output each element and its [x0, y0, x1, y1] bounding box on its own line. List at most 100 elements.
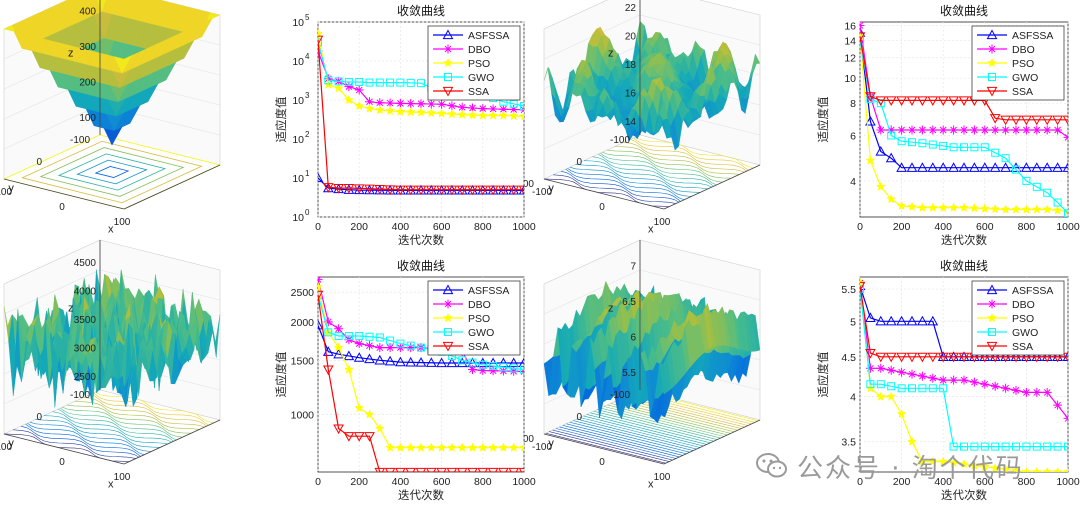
marker-star — [365, 97, 374, 107]
contour-line — [13, 429, 136, 459]
marker-pentagram — [508, 110, 519, 121]
marker-down-triangle — [395, 467, 406, 472]
marker-down-triangle — [948, 96, 959, 106]
z-tick-label: 2500 — [74, 372, 97, 383]
marker-square — [444, 328, 452, 336]
contour-line — [562, 425, 683, 456]
marker-pentagram — [343, 94, 354, 105]
marker-pentagram — [969, 460, 980, 470]
x-tick-label: 200 — [893, 476, 911, 488]
x-tick-label: 200 — [350, 476, 368, 488]
marker-down-triangle — [318, 290, 324, 301]
y-tick-label: 1500 — [291, 355, 315, 367]
marker-down-triangle — [927, 96, 939, 106]
surface-plot-3: cec2019-F725003000350040004500z-1000100x… — [0, 239, 221, 491]
legend-label-pso: PSO — [1012, 313, 1034, 325]
series-line — [860, 32, 1068, 169]
marker-square — [386, 78, 395, 87]
marker-star — [488, 366, 498, 376]
marker-square — [334, 77, 343, 86]
marker-square — [939, 141, 948, 150]
marker-pentagram — [927, 202, 938, 212]
convergence-chart-2: 收敛曲线 0 200 400 600 800 1000 4 6 8 10 12 14 16 迭代次数 适应度值… — [816, 3, 1080, 247]
marker-pentagram — [948, 457, 959, 468]
z-axis-label: z — [608, 48, 614, 60]
marker-down-triangle — [860, 32, 866, 43]
marker-pentagram — [364, 409, 375, 419]
marker-pentagram — [1021, 466, 1032, 472]
y-tick-label: 12 — [844, 53, 856, 65]
marker-square — [1064, 442, 1068, 451]
marker-pentagram — [426, 107, 437, 118]
marker-pentagram — [488, 442, 499, 452]
contour-line — [565, 168, 681, 202]
marker-triangle — [518, 357, 524, 368]
x-tick-label: 400 — [392, 476, 410, 488]
chart-title: 收敛曲线 — [397, 3, 445, 18]
marker-pentagram — [948, 202, 959, 212]
contour-line — [549, 431, 670, 462]
marker-star — [468, 365, 477, 375]
marker-square — [406, 341, 415, 350]
marker-pentagram — [917, 202, 928, 212]
marker-star — [447, 101, 457, 111]
x-axis-line — [543, 433, 665, 465]
legend: ASFSSA DBO PSO GWO SSA — [427, 280, 521, 356]
marker-pentagram — [385, 442, 396, 452]
marker-down-triangle — [518, 185, 524, 196]
marker-down-triangle — [477, 467, 489, 472]
marker-star — [1042, 125, 1052, 135]
marker-star — [509, 366, 519, 376]
marker-square — [1001, 154, 1010, 163]
y-tick-exponent: 3 — [305, 91, 310, 100]
marker-triangle — [508, 357, 520, 368]
marker-down-triangle — [1000, 115, 1011, 126]
legend-label-pso: PSO — [1012, 58, 1034, 70]
marker-star — [980, 379, 990, 389]
contour-line — [569, 421, 690, 453]
contour-line — [606, 149, 732, 179]
legend-label-pso: PSO — [468, 313, 490, 325]
marker-star — [1001, 383, 1011, 393]
legend-label-ssa: SSA — [1012, 341, 1033, 353]
y-tick-label: -100 — [610, 135, 630, 146]
y-tick-label: 0 — [576, 157, 582, 168]
marker-triangle — [374, 354, 386, 365]
marker-square — [980, 143, 989, 152]
marker-triangle — [442, 29, 454, 40]
marker-square — [918, 139, 927, 148]
surface-mesh — [3, 269, 221, 408]
series-line — [318, 39, 524, 191]
marker-square — [897, 137, 906, 146]
marker-square — [444, 73, 452, 81]
watermark: 公众号 · 淘个代码 — [755, 448, 1075, 484]
legend-label-gwo: GWO — [1012, 327, 1038, 339]
marker-down-triangle — [885, 352, 897, 363]
marker-triangle — [353, 352, 365, 362]
marker-square — [520, 102, 524, 111]
marker-down-triangle — [1062, 115, 1068, 126]
surface-patch — [119, 382, 128, 402]
x-tick-label: 100 — [654, 217, 671, 228]
marker-square — [1032, 182, 1041, 191]
marker-pentagram — [467, 109, 478, 120]
marker-square — [509, 99, 518, 108]
contour-lines — [4, 391, 214, 462]
marker-triangle — [885, 315, 897, 326]
x-tick-label: 1000 — [512, 221, 536, 233]
marker-pentagram — [1042, 466, 1053, 472]
marker-triangle — [405, 356, 417, 367]
marker-down-triangle — [508, 467, 520, 472]
marker-triangle — [875, 145, 887, 156]
x-tick-label: 0 — [315, 476, 321, 488]
marker-pentagram — [875, 391, 886, 401]
contour-line — [27, 422, 145, 456]
marker-pentagram — [467, 442, 478, 452]
y-tick-exponent: 1 — [305, 169, 310, 178]
marker-down-triangle — [896, 352, 907, 363]
marker-down-triangle — [487, 185, 499, 196]
x-tick-label: 0 — [857, 221, 863, 233]
series-asfssa — [860, 27, 1068, 172]
marker-pentagram — [436, 442, 447, 452]
